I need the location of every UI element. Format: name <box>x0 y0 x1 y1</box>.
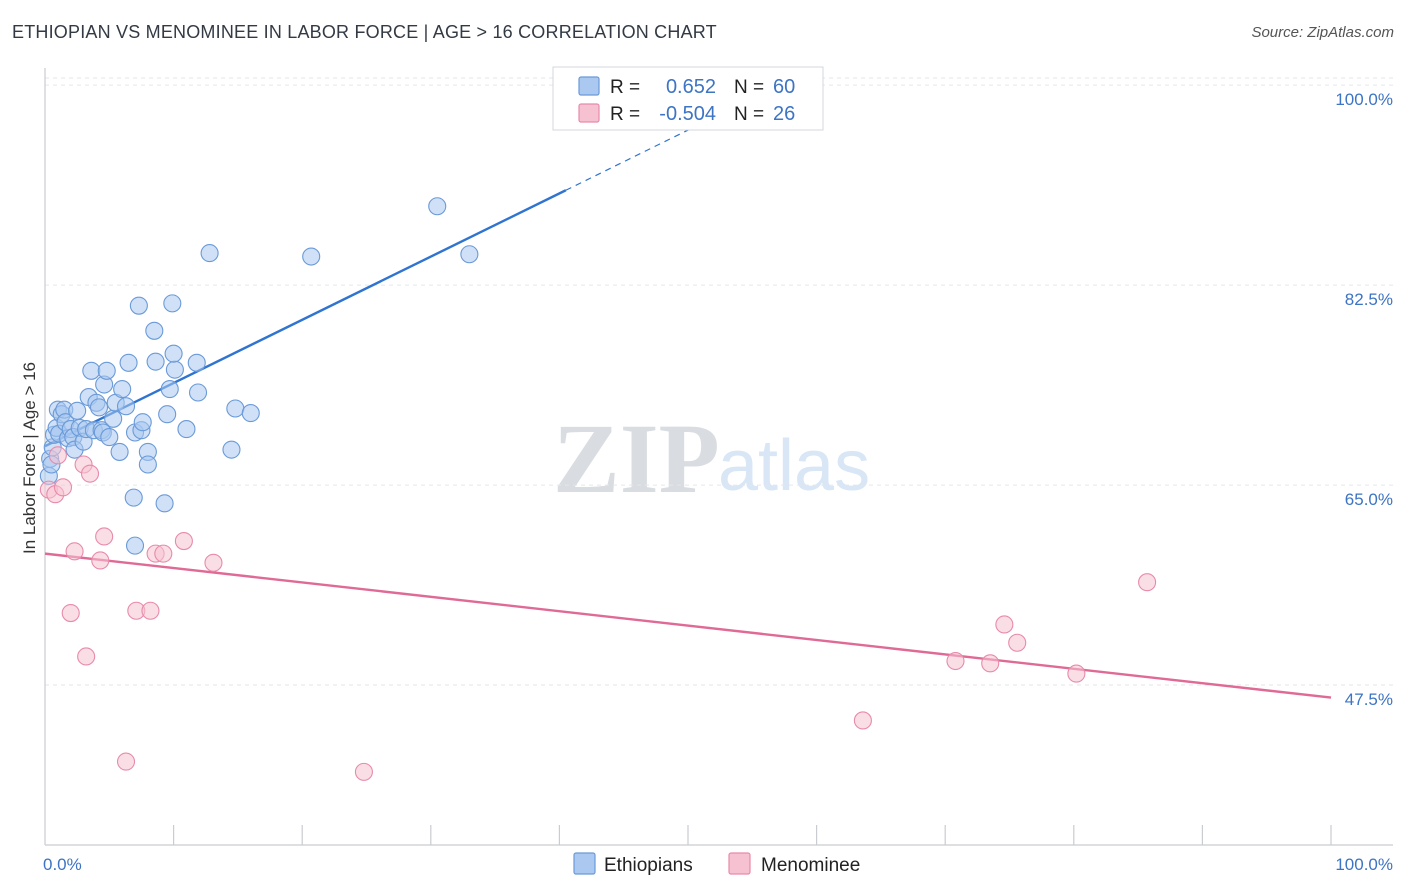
menominee-point <box>48 446 67 465</box>
chart-title: ETHIOPIAN VS MENOMINEE IN LABOR FORCE | … <box>12 22 717 42</box>
bottom-legend-swatch-menominee <box>728 852 751 875</box>
watermark-zip: ZIP <box>553 403 720 514</box>
ethiopians-point <box>158 405 177 424</box>
ethiopians-point <box>89 398 109 417</box>
ethiopians-point <box>129 296 148 315</box>
ethiopians-point <box>302 247 321 266</box>
menominee-point <box>354 762 373 781</box>
ethiopians-point <box>97 361 116 380</box>
ethiopians-point <box>241 404 260 423</box>
y-axis-label: In Labor Force | Age > 16 <box>20 362 39 554</box>
ethiopians-point <box>160 380 179 399</box>
x-tick-label-max: 100.0% <box>1335 855 1393 874</box>
ethiopians-point <box>226 399 245 418</box>
series-legend: Ethiopians Menominee <box>573 852 860 876</box>
ethiopians-point <box>155 494 174 513</box>
ethiopians-point <box>188 383 208 402</box>
ethiopians-point <box>460 245 479 264</box>
menominee-point <box>174 532 193 551</box>
data-points <box>39 197 1157 781</box>
legend-swatch-ethiopians <box>578 76 600 96</box>
ethiopians-point <box>68 401 87 420</box>
y-tick-label: 47.5% <box>1345 690 1393 709</box>
ethiopians-point <box>100 428 119 447</box>
ethiopians-point <box>177 420 196 439</box>
menominee-point <box>65 542 84 561</box>
menominee-point <box>95 527 114 546</box>
watermark-atlas: atlas <box>718 426 870 506</box>
legend-n-value-1: 60 <box>773 76 795 98</box>
menominee-point <box>141 601 160 620</box>
ethiopians-point <box>165 360 184 379</box>
menominee-point <box>1067 664 1086 683</box>
ethiopians-point <box>125 536 145 555</box>
tick-labels: 100.0% 82.5% 65.0% 47.5% 0.0% 100.0% <box>43 90 1393 874</box>
menominee-point <box>1138 573 1157 592</box>
menominee-point <box>116 752 136 771</box>
ethiopians-point <box>163 294 182 313</box>
menominee-point <box>946 651 965 671</box>
ethiopians-point <box>146 352 165 371</box>
ethiopians-point <box>428 197 447 216</box>
source-credit: Source: ZipAtlas.com <box>1251 24 1394 41</box>
menominee-trendline <box>44 552 1332 699</box>
y-tick-label: 65.0% <box>1345 490 1393 509</box>
bottom-legend-swatch-ethiopians <box>573 852 596 875</box>
legend-n-label-1: N = <box>734 77 764 98</box>
y-tick-label: 100.0% <box>1335 90 1393 109</box>
y-tick-label: 82.5% <box>1345 290 1393 309</box>
menominee-point <box>995 615 1014 634</box>
menominee-point <box>53 478 73 497</box>
menominee-point <box>77 647 96 666</box>
legend-r-value-2: -0.504 <box>659 103 716 125</box>
ethiopians-point <box>133 413 152 432</box>
ethiopians-point <box>82 361 101 380</box>
trendlines <box>44 78 1332 699</box>
legend-n-label-2: N = <box>734 104 764 125</box>
gridlines <box>45 77 1393 686</box>
menominee-point <box>61 603 80 623</box>
bottom-legend-ethiopians: Ethiopians <box>604 855 693 876</box>
legend-swatch-menominee <box>578 103 600 123</box>
ethiopians-point <box>113 380 132 399</box>
menominee-point <box>154 544 173 563</box>
ethiopians-point <box>138 455 157 474</box>
menominee-point <box>853 711 872 730</box>
x-tick-label-min: 0.0% <box>43 855 82 874</box>
ethiopians-point <box>110 442 129 461</box>
ethiopians-point <box>200 244 219 263</box>
menominee-point <box>91 551 110 570</box>
ethiopians-point <box>222 440 241 459</box>
ethiopians-point <box>119 353 138 372</box>
menominee-point <box>1008 633 1027 652</box>
ethiopians-point <box>187 353 206 372</box>
bottom-legend-menominee: Menominee <box>761 855 860 876</box>
ethiopians-point <box>164 344 183 363</box>
legend-r-value-1: 0.652 <box>666 76 716 98</box>
menominee-point <box>204 553 223 572</box>
ethiopians-point <box>145 321 164 340</box>
menominee-point <box>80 464 100 483</box>
ethiopians-point <box>104 409 123 428</box>
ethiopians-point <box>116 397 136 416</box>
ethiopians-point <box>124 488 143 507</box>
legend-r-label-2: R = <box>610 104 640 125</box>
correlation-legend: R = 0.652 N = 60 R = -0.504 N = 26 <box>552 66 824 131</box>
legend-n-value-2: 26 <box>773 103 795 125</box>
menominee-point <box>981 654 1000 673</box>
legend-r-label-1: R = <box>610 77 640 98</box>
